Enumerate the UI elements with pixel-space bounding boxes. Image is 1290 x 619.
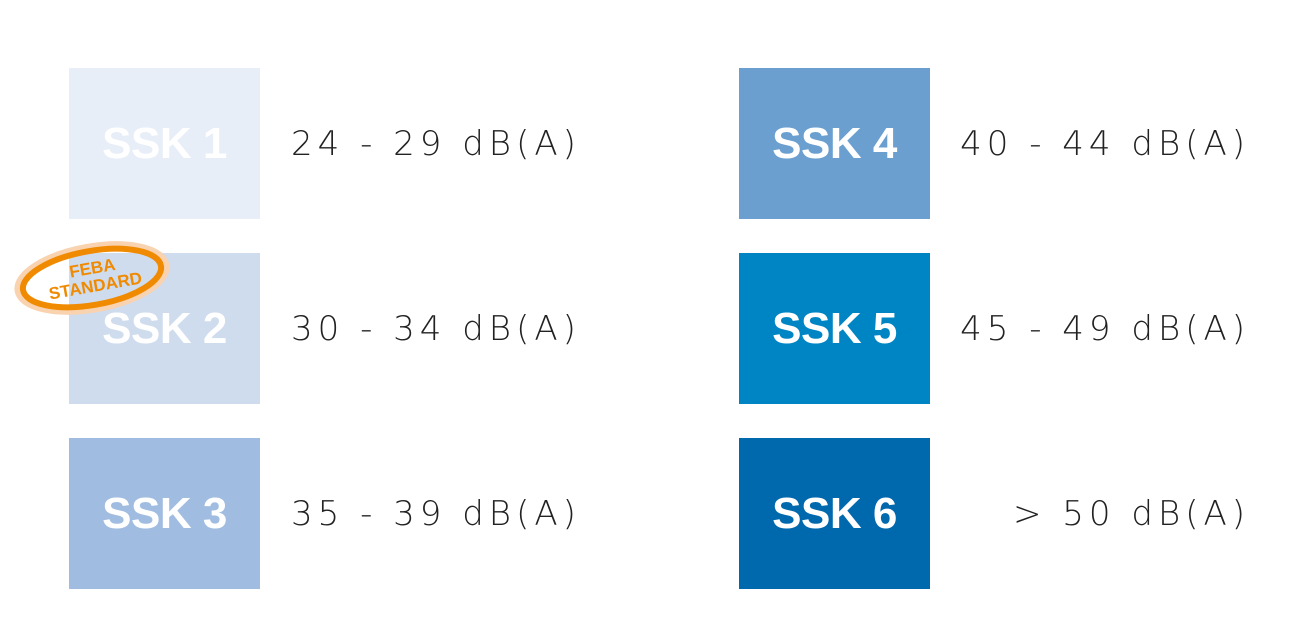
- ssk-2-label: SSK 2: [102, 303, 227, 353]
- ssk-6-range: > 50 dB(A): [1013, 493, 1250, 534]
- ssk-4-box: SSK 4: [739, 68, 930, 219]
- ssk-5-label: SSK 5: [772, 303, 897, 353]
- ssk-4-label: SSK 4: [772, 118, 897, 168]
- ssk-4-range: 40 - 44 dB(A): [960, 123, 1250, 164]
- ssk-1-label: SSK 1: [102, 118, 227, 168]
- feba-standard-stamp: FEBA STANDARD: [14, 241, 170, 315]
- ssk-3-box: SSK 3: [69, 438, 260, 589]
- ssk-1-box: SSK 1: [69, 68, 260, 219]
- ssk-6-label: SSK 6: [772, 488, 897, 538]
- ssk-3-label: SSK 3: [102, 488, 227, 538]
- ssk-5-range: 45 - 49 dB(A): [960, 308, 1250, 349]
- ssk-1-range: 24 - 29 dB(A): [291, 123, 581, 164]
- ssk-3-range: 35 - 39 dB(A): [291, 493, 581, 534]
- ssk-5-box: SSK 5: [739, 253, 930, 404]
- ssk-6-box: SSK 6: [739, 438, 930, 589]
- ssk-2-range: 30 - 34 dB(A): [291, 308, 581, 349]
